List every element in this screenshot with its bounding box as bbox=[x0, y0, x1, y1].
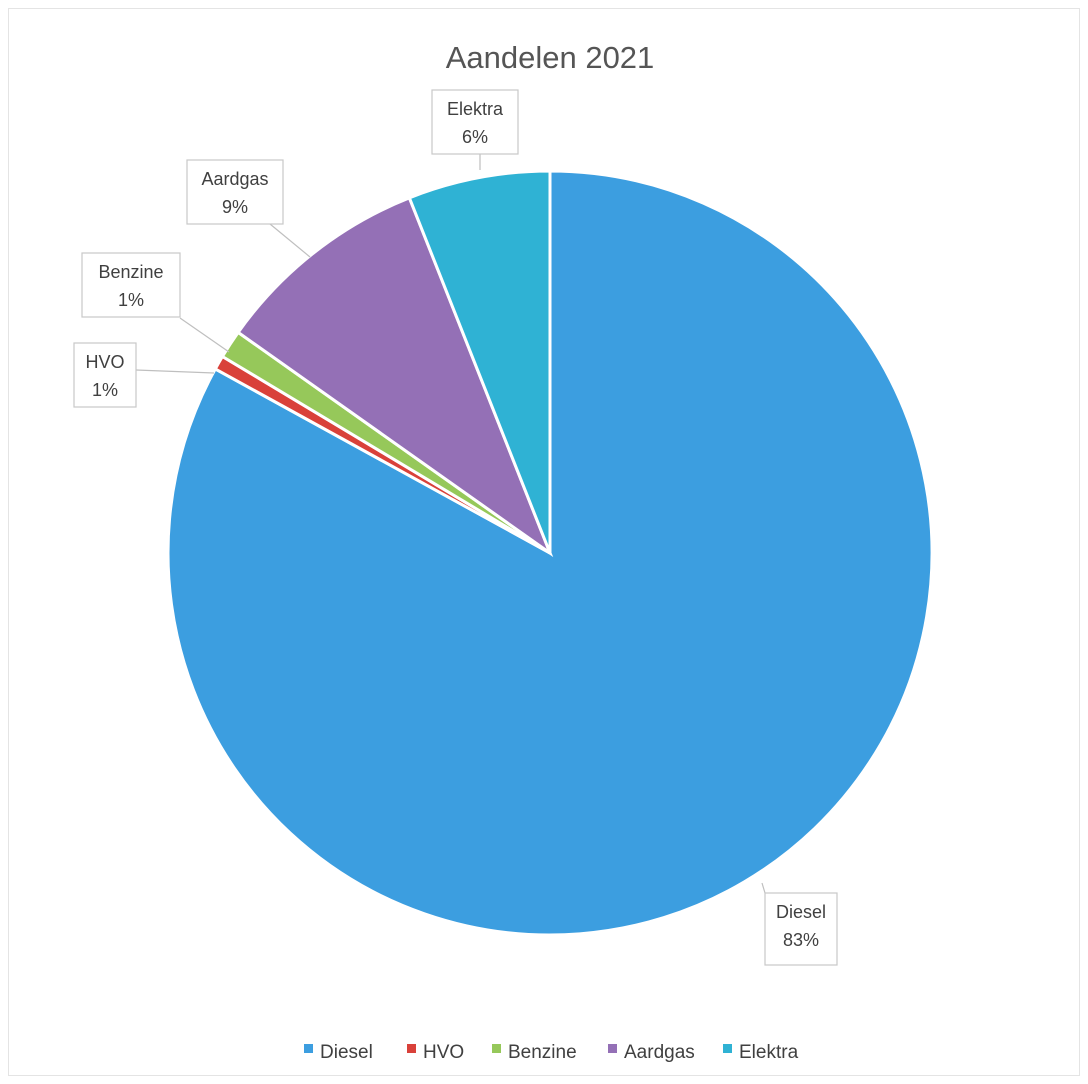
label-box-diesel bbox=[764, 892, 838, 966]
slice-aardgas bbox=[236, 195, 554, 558]
chart-title: Aandelen 2021 bbox=[446, 40, 655, 75]
label-box-benzine bbox=[81, 252, 181, 318]
slice-label-percent: 6% bbox=[462, 127, 488, 147]
legend: Diesel HVO Benzine Aardgas Elektra bbox=[304, 1042, 799, 1063]
legend-label-elektra: Elektra bbox=[739, 1042, 799, 1063]
pie-slices bbox=[166, 169, 934, 937]
leader-line-diesel bbox=[761, 882, 766, 894]
legend-swatch-benzine bbox=[492, 1044, 501, 1053]
label-box-aardgas bbox=[186, 159, 284, 225]
label-box-elektra bbox=[431, 89, 519, 155]
legend-swatch-diesel bbox=[304, 1044, 313, 1053]
slice-label-percent: 83% bbox=[783, 930, 819, 950]
legend-swatch-aardgas bbox=[608, 1044, 617, 1053]
slice-label-name: Diesel bbox=[776, 902, 826, 922]
slice-label-name: Benzine bbox=[98, 262, 163, 282]
label-box-hvo bbox=[73, 342, 137, 408]
legend-swatch-hvo bbox=[407, 1044, 416, 1053]
leader-line-aardgas bbox=[269, 223, 311, 258]
leader-lines bbox=[135, 154, 766, 894]
legend-label-diesel: Diesel bbox=[320, 1042, 373, 1063]
slice-label-name: Elektra bbox=[447, 99, 504, 119]
slice-label-percent: 9% bbox=[222, 197, 248, 217]
leader-line-benzine bbox=[179, 317, 230, 353]
slice-label-name: Aardgas bbox=[201, 169, 268, 189]
legend-label-aardgas: Aardgas bbox=[624, 1042, 695, 1063]
slice-label-name: HVO bbox=[85, 352, 124, 372]
slice-elektra bbox=[407, 169, 552, 554]
legend-label-hvo: HVO bbox=[423, 1042, 464, 1063]
slice-label-percent: 1% bbox=[92, 380, 118, 400]
chart-frame bbox=[8, 8, 1080, 1076]
leader-line-hvo bbox=[135, 369, 215, 374]
legend-label-benzine: Benzine bbox=[508, 1042, 577, 1063]
legend-swatch-elektra bbox=[723, 1044, 732, 1053]
slice-labels: Diesel 83% HVO 1% Benzine 1% Aardgas 9% Elektra 6… bbox=[73, 89, 838, 966]
slice-label-percent: 1% bbox=[118, 290, 144, 310]
